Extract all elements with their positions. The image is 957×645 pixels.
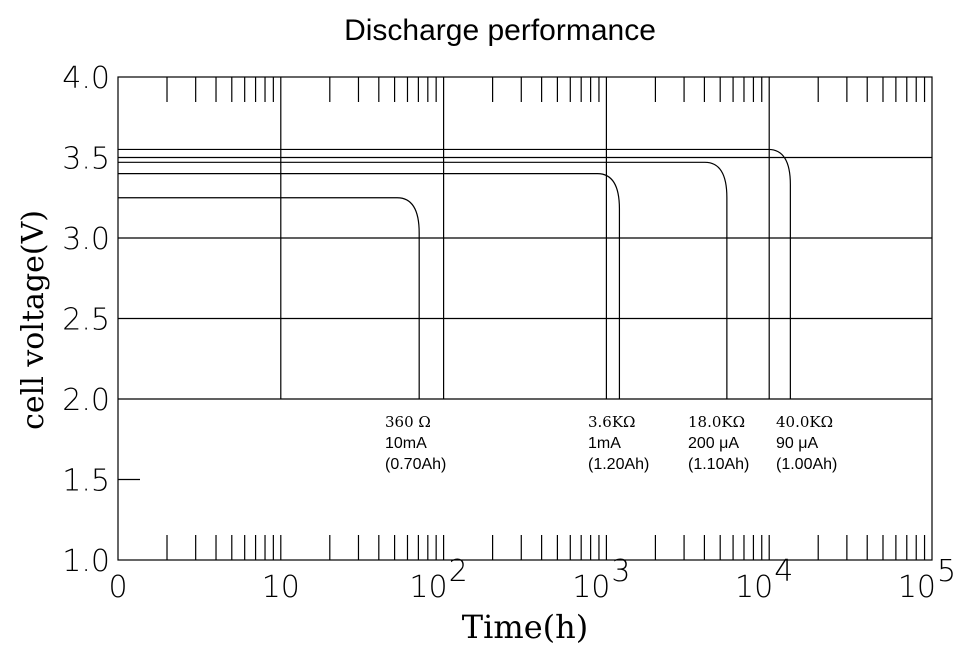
x-tick-exponent: 5 xyxy=(937,554,956,589)
axis-ticks xyxy=(166,77,926,560)
discharge-curve xyxy=(118,148,791,399)
grid-lines xyxy=(117,76,933,561)
y-tick-label: 2.0 xyxy=(62,383,110,418)
curve-annotations: 360 Ω 10mA (0.70Ah) 3.6KΩ 1mA (1.20Ah) 18.0KΩ 2… xyxy=(385,413,837,473)
x-axis-label: Time(h) xyxy=(462,608,588,645)
tick-labels: 1.01.52.02.53.03.54.00 10 10 2 10 3 10 4 10 5 xyxy=(62,61,956,605)
x-tick-label: 0 xyxy=(108,570,127,605)
x-tick-exponent: 2 xyxy=(449,554,468,589)
chart-title: Discharge performance xyxy=(344,14,656,47)
y-tick-label: 2.5 xyxy=(62,303,110,338)
x-tick-label: 10 xyxy=(572,570,610,605)
x-tick-label: 10 xyxy=(898,570,936,605)
discharge-curve xyxy=(118,197,420,399)
y-tick-label: 3.5 xyxy=(62,142,110,177)
y-axis-label: cell voltage(V) xyxy=(16,210,51,430)
curve-annotation-line: 10mA xyxy=(385,435,427,452)
x-tick-exponent: 3 xyxy=(611,554,630,589)
y-tick-label: 1.5 xyxy=(62,464,110,499)
discharge-curve xyxy=(118,173,621,399)
curve-annotation-line: 40.0KΩ xyxy=(776,413,833,431)
curve-annotation-line: (1.10Ah) xyxy=(688,456,749,473)
y-tick-label: 3.0 xyxy=(62,222,110,257)
curve-annotation-line: (0.70Ah) xyxy=(385,456,446,473)
discharge-curves xyxy=(118,148,791,399)
x-tick-label: 10 xyxy=(409,570,447,605)
curve-annotation-line: 360 Ω xyxy=(385,413,431,431)
curve-annotation-line: (1.20Ah) xyxy=(588,456,649,473)
curve-annotation-line: 90 μA xyxy=(776,435,818,452)
x-tick-label: 10 xyxy=(262,570,300,605)
curve-annotation-line: (1.00Ah) xyxy=(776,456,837,473)
discharge-curve xyxy=(118,161,728,399)
curve-annotation-line: 200 μA xyxy=(688,435,739,452)
y-tick-label: 4.0 xyxy=(62,61,110,96)
curve-annotation-line: 1mA xyxy=(588,435,621,452)
x-tick-label: 10 xyxy=(735,570,773,605)
x-tick-exponent: 4 xyxy=(774,554,793,589)
curve-annotation-line: 18.0KΩ xyxy=(688,413,745,431)
y-tick-label: 1.0 xyxy=(62,544,110,579)
curve-annotation-line: 3.6KΩ xyxy=(588,413,636,431)
